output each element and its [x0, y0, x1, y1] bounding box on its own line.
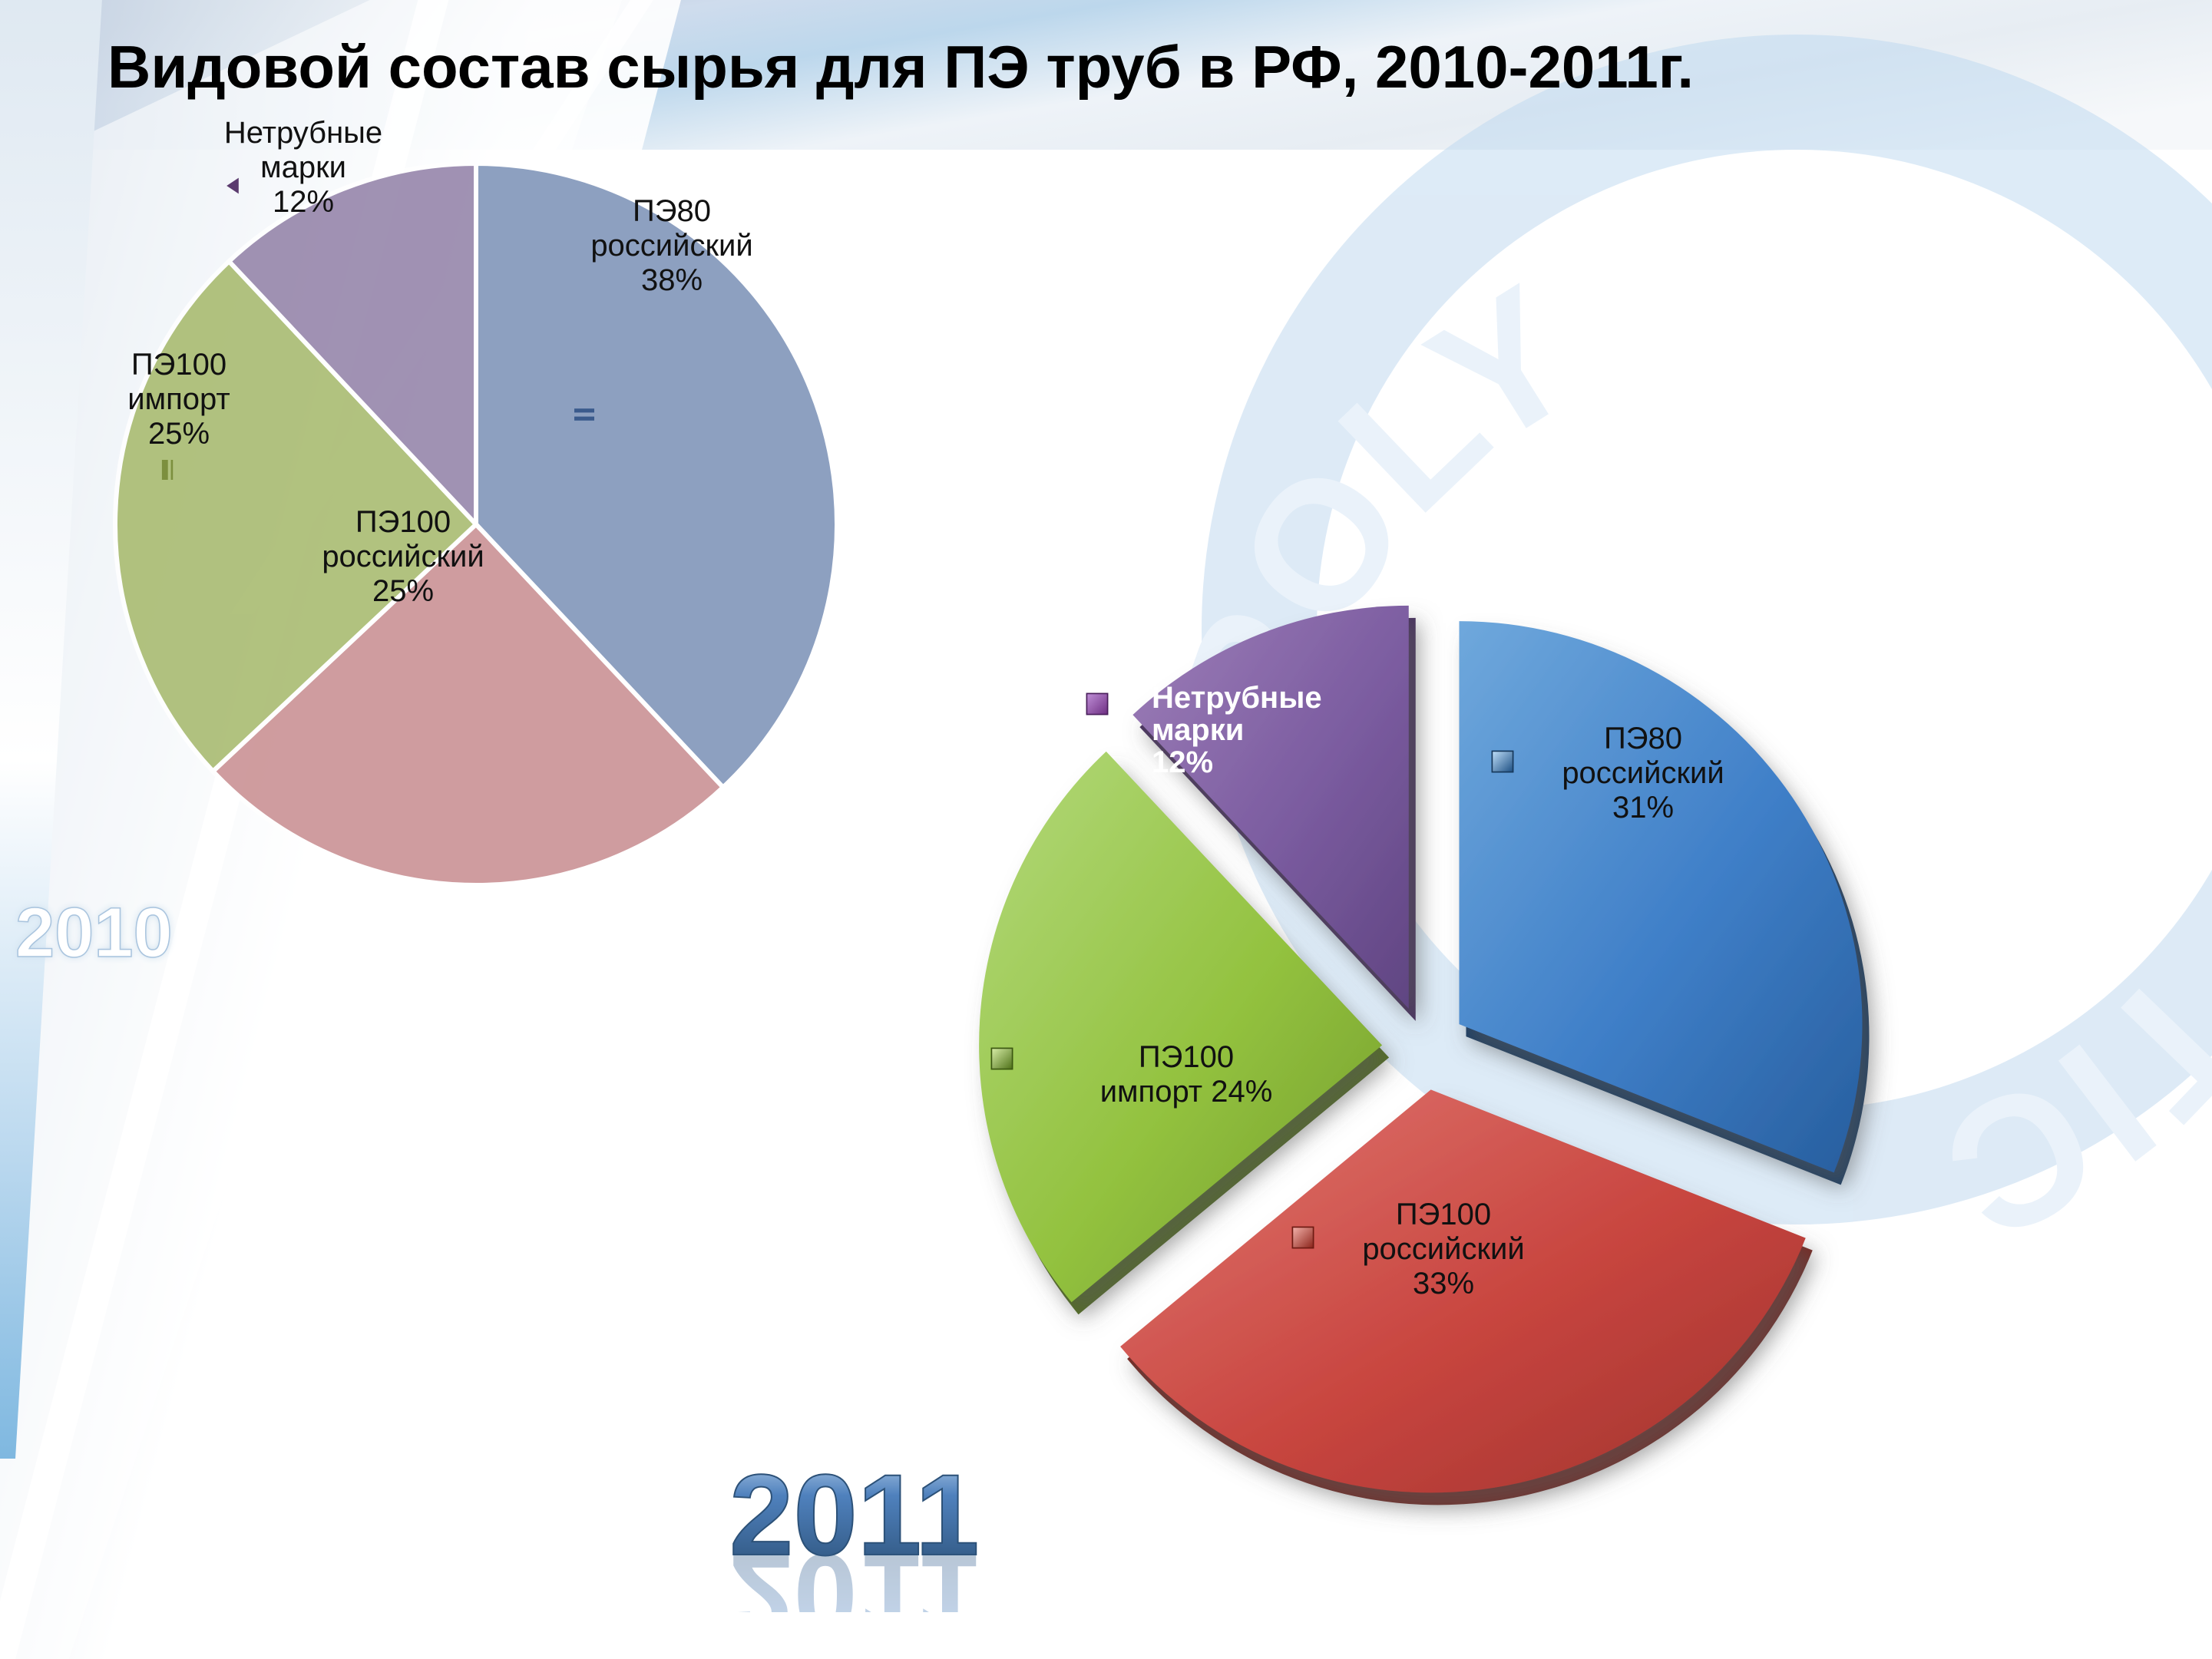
svg-text:2011: 2011: [729, 1530, 979, 1612]
